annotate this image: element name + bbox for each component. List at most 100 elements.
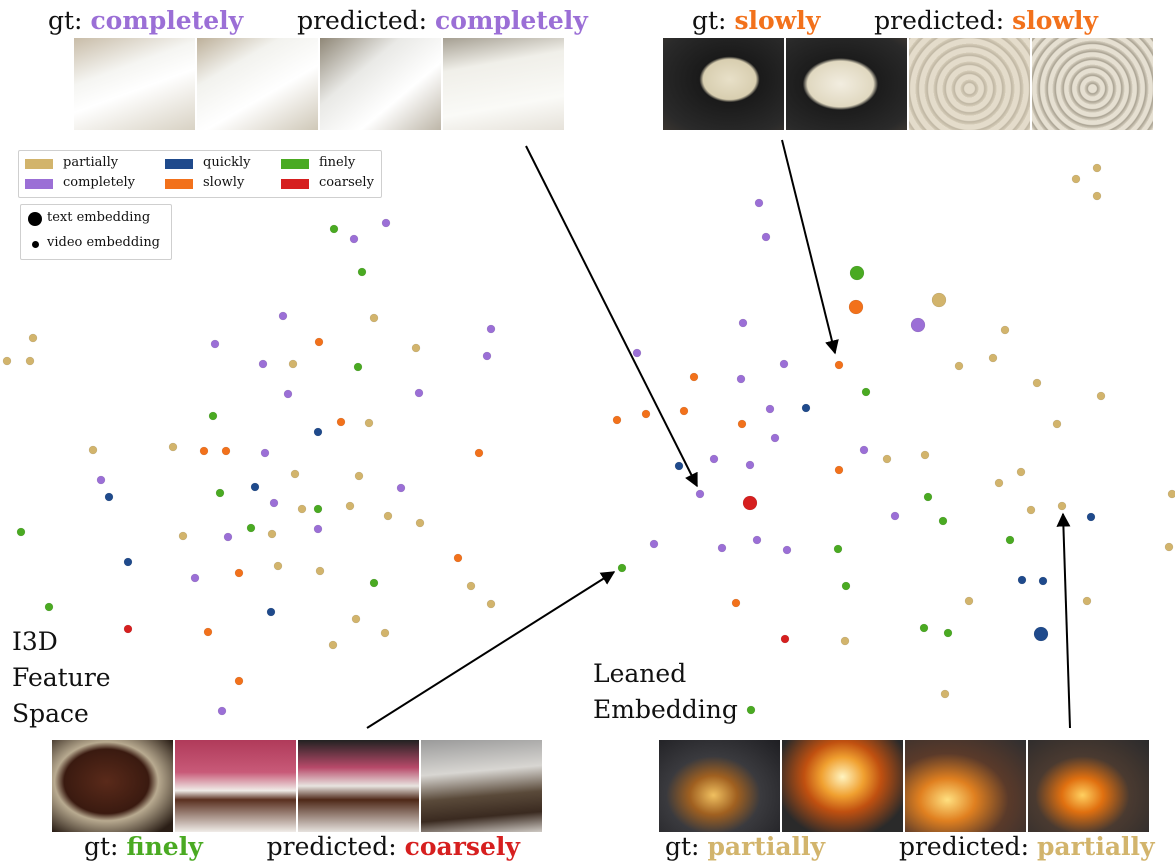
embedding-point-finely [246, 523, 256, 533]
embedding-point-completely [96, 475, 106, 485]
video-frame [443, 38, 564, 130]
embedding-point-partially [1167, 489, 1175, 499]
embedding-point-partially [351, 614, 361, 624]
embedding-point-partially [882, 454, 892, 464]
embedding-point-slowly [336, 417, 346, 427]
embedding-point-partially [920, 450, 930, 460]
embedding-point-completely [890, 511, 900, 521]
embedding-point-completely [745, 460, 755, 470]
embedding-point-finely [617, 563, 627, 573]
embedding-point-slowly [199, 446, 209, 456]
size-legend-label: video embedding [47, 235, 161, 250]
embedding-point-finely [353, 362, 363, 372]
space-label-line: Leaned [593, 659, 687, 688]
embedding-point-completely [770, 433, 780, 443]
embedding-point-finely [329, 224, 339, 234]
pred-label: completely [435, 6, 588, 35]
embedding-point-partially [290, 469, 300, 479]
embedding-point-finely [849, 265, 865, 281]
embedding-point-slowly [234, 568, 244, 578]
embedding-point-partially [354, 471, 364, 481]
embedding-point-partially [1092, 163, 1102, 173]
embedding-point-partially [297, 504, 307, 514]
embedding-point-completely [260, 448, 270, 458]
embedding-point-quickly [123, 557, 133, 567]
embedding-point-partially [267, 529, 277, 539]
video-frame [782, 740, 903, 832]
embedding-point-partially [383, 511, 393, 521]
embedding-point-slowly [834, 360, 844, 370]
embedding-point-completely [396, 483, 406, 493]
embedding-point-finely [746, 705, 756, 715]
video-frame [298, 740, 419, 832]
embedding-point-quickly [1086, 512, 1096, 522]
embedding-point-partially [1032, 378, 1042, 388]
embedding-point-completely [486, 324, 496, 334]
embedding-point-completely [632, 348, 642, 358]
embedding-point-completely [349, 234, 359, 244]
embedding-point-slowly [679, 406, 689, 416]
embedding-point-slowly [689, 372, 699, 382]
embedding-point-partially [88, 445, 98, 455]
embedding-point-completely [910, 317, 926, 333]
space-label-line: I3D [12, 627, 58, 656]
gt-label: partially [707, 832, 826, 861]
embedding-point-slowly [834, 465, 844, 475]
embedding-point-partially [486, 599, 496, 609]
embedding-point-slowly [203, 627, 213, 637]
video-frame [52, 740, 173, 832]
embedding-point-quickly [104, 492, 114, 502]
embedding-point-partially [1082, 596, 1092, 606]
embedding-point-completely [269, 498, 279, 508]
embedding-point-quickly [1017, 575, 1027, 585]
embedding-point-completely [649, 539, 659, 549]
video-frame [1028, 740, 1149, 832]
embedding-point-completely [223, 532, 233, 542]
example-caption-3: gt: finely predicted: coarsely [84, 832, 520, 862]
video-frame [659, 740, 780, 832]
video-frame [909, 38, 1030, 130]
large-dot-icon [28, 212, 42, 226]
embedding-point-slowly [848, 299, 864, 315]
embedding-point-partially [1071, 174, 1081, 184]
embedding-point-slowly [474, 448, 484, 458]
embedding-point-partially [1057, 501, 1067, 511]
embedding-point-completely [210, 339, 220, 349]
embedding-point-completely [736, 374, 746, 384]
embedding-point-completely [278, 311, 288, 321]
embedding-point-completely [782, 545, 792, 555]
gt-prefix: gt: [48, 6, 83, 35]
embedding-point-partially [1096, 391, 1106, 401]
size-legend-label: text embedding [47, 210, 151, 225]
space-label-line: Embedding [593, 695, 738, 724]
gt-prefix: gt: [692, 6, 727, 35]
legend-label: partially [63, 155, 119, 170]
gt-label: finely [126, 832, 203, 861]
legend-swatch [165, 159, 193, 169]
embedding-point-completely [695, 489, 705, 499]
embedding-point-slowly [737, 419, 747, 429]
embedding-point-slowly [221, 446, 231, 456]
legend-swatch [25, 159, 53, 169]
embedding-point-completely [313, 524, 323, 534]
embedding-point-partially [28, 333, 38, 343]
embedding-point-finely [923, 492, 933, 502]
legend-label: slowly [203, 175, 245, 190]
pred-label: coarsely [404, 832, 520, 861]
embedding-point-partially [954, 361, 964, 371]
embedding-point-partially [840, 636, 850, 646]
class-legend: partially completely quickly slowly fine… [18, 150, 382, 198]
embedding-point-partially [994, 478, 1004, 488]
embedding-point-partially [411, 343, 421, 353]
embedding-point-finely [833, 544, 843, 554]
embedding-point-completely [258, 359, 268, 369]
gt-label: slowly [734, 6, 821, 35]
legend-label: coarsely [319, 175, 374, 190]
embedding-point-completely [859, 445, 869, 455]
frame-strip-4 [659, 740, 1149, 832]
gt-prefix: gt: [665, 832, 700, 861]
embedding-point-quickly [674, 461, 684, 471]
embedding-point-finely [861, 387, 871, 397]
embedding-point-finely [44, 602, 54, 612]
